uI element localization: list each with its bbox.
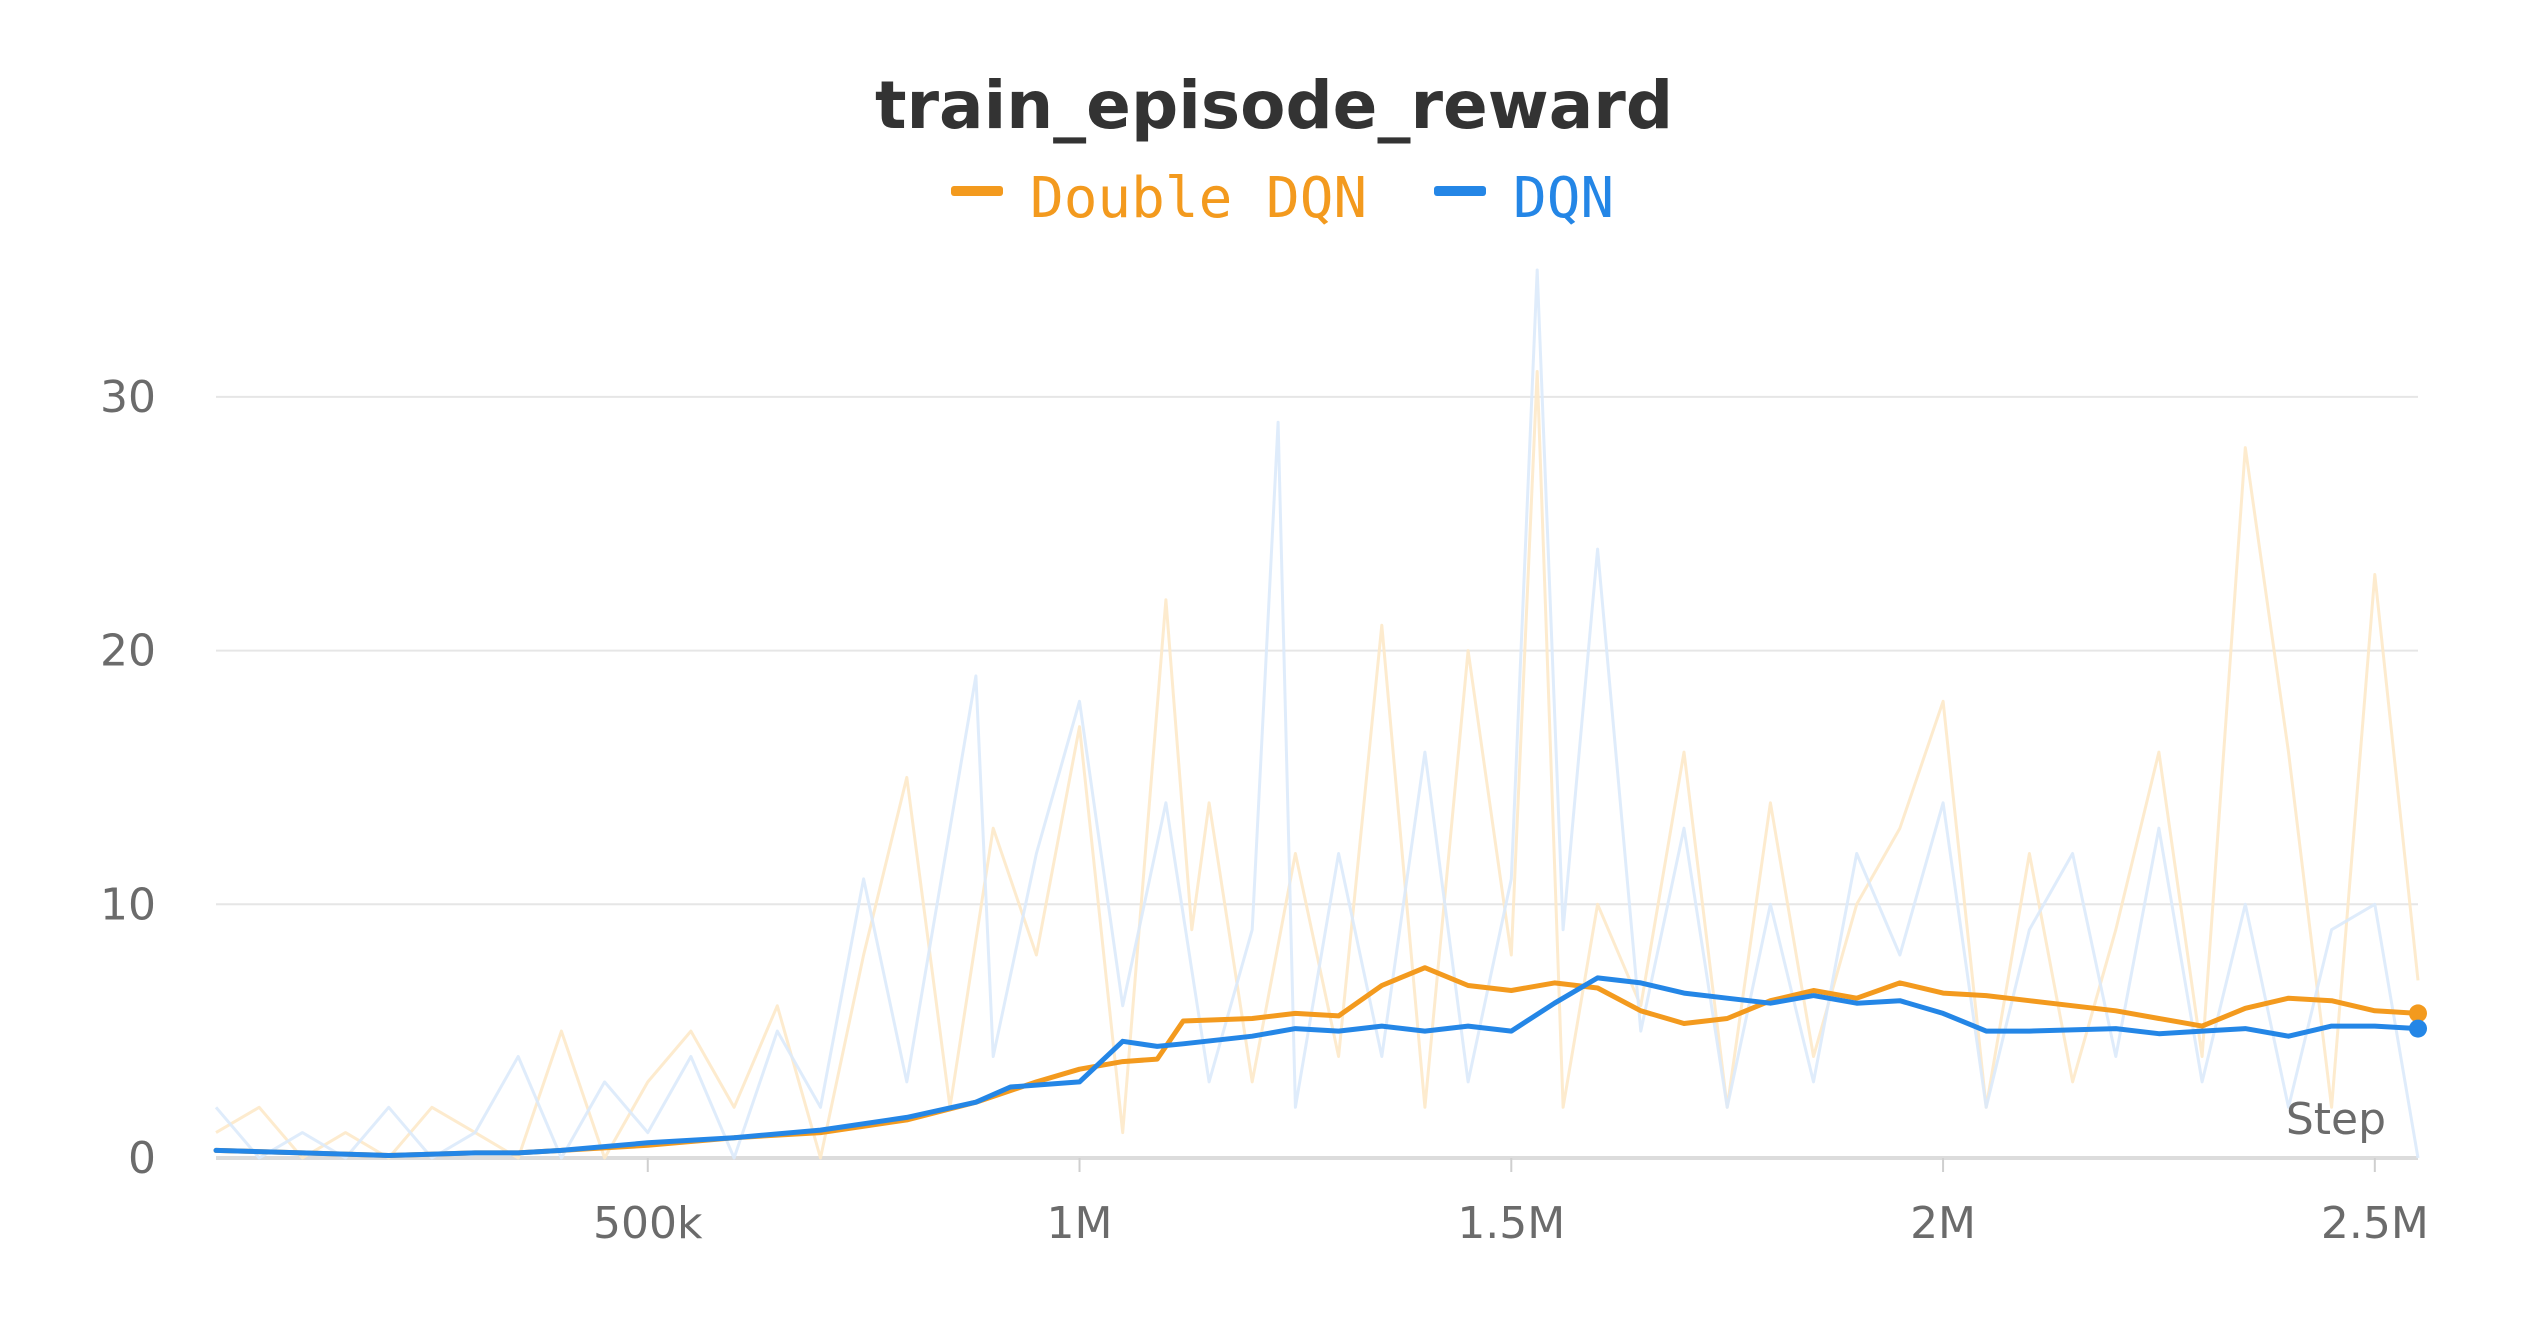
legend-swatch-double-dqn: [951, 186, 1003, 196]
series-line-double-dqn: [213, 965, 2421, 1158]
y-axis: 0 10 20 30: [100, 372, 156, 1184]
chart-title: train_episode_reward: [875, 67, 1673, 144]
legend-item-dqn[interactable]: DQN: [1434, 166, 1614, 231]
smoothed-series: [213, 965, 2421, 1158]
raw-series: [214, 268, 2420, 1160]
raw-series-line-double-dqn: [215, 370, 2420, 1160]
legend-swatch-dqn: [1434, 186, 1486, 196]
x-axis: 500k 1M 1.5M 2M 2.5M: [593, 1158, 2429, 1249]
y-tick-label: 0: [128, 1133, 156, 1184]
y-tick-label: 30: [100, 372, 156, 423]
x-axis-title: Step: [2286, 1094, 2386, 1145]
x-tick-label: 2M: [1910, 1198, 1976, 1249]
series-end-point-double-dqn: [2409, 1004, 2427, 1023]
legend-item-double-dqn[interactable]: Double DQN: [951, 166, 1367, 231]
y-tick-label: 10: [100, 879, 156, 930]
legend: Double DQN DQN: [951, 166, 1614, 231]
x-tick-label: 1.5M: [1457, 1198, 1565, 1249]
x-tick-label: 1M: [1047, 1198, 1113, 1249]
series-line-dqn: [213, 975, 2421, 1158]
series-end-point-dqn: [2409, 1019, 2427, 1038]
raw-series-line-dqn: [214, 268, 2420, 1160]
x-tick-label: 2.5M: [2321, 1198, 2429, 1249]
series-end-points: [2409, 1004, 2427, 1038]
grid: [216, 395, 2418, 1160]
y-tick-label: 20: [100, 626, 156, 677]
legend-label-dqn: DQN: [1513, 166, 1614, 231]
x-tick-label: 500k: [593, 1198, 703, 1249]
legend-label-double-dqn: Double DQN: [1030, 166, 1367, 231]
